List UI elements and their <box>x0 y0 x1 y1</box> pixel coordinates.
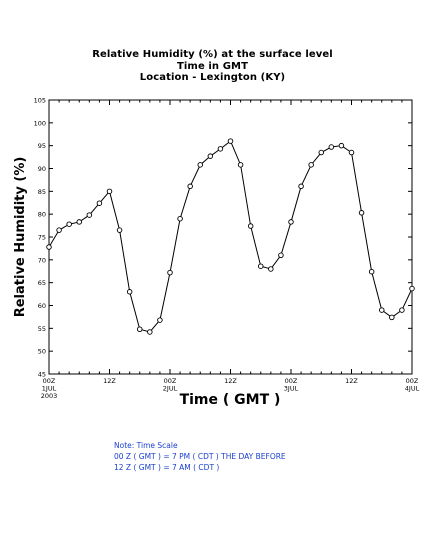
data-point <box>56 227 62 233</box>
data-point <box>106 188 113 195</box>
y-tick-label: 95 <box>38 142 46 150</box>
data-point <box>268 266 274 272</box>
data-point <box>167 269 173 276</box>
data-point <box>207 153 214 159</box>
data-point <box>66 221 72 227</box>
data-point <box>328 144 335 150</box>
y-tick-label: 70 <box>38 256 46 264</box>
data-point <box>278 252 284 259</box>
x-tick-label: 1JUL <box>42 385 57 393</box>
x-tick-label: 00Z <box>285 377 298 385</box>
data-point <box>46 244 52 250</box>
x-tick-label: 12Z <box>345 377 358 385</box>
x-tick-label: 12Z <box>224 377 237 385</box>
x-tick-label: 12Z <box>103 377 116 385</box>
note-line-3: 12 Z ( GMT ) = 7 AM ( CDT ) <box>114 463 220 472</box>
data-point <box>338 142 345 149</box>
data-point <box>197 162 203 168</box>
data-point <box>217 146 224 152</box>
data-point <box>368 268 375 275</box>
x-tick-label: 00Z <box>406 377 419 385</box>
data-point <box>399 307 405 313</box>
data-point <box>187 183 193 190</box>
data-point <box>288 219 294 225</box>
chart-title-line-1: Relative Humidity (%) at the surface lev… <box>92 49 333 60</box>
x-tick-label: 00Z <box>164 377 177 385</box>
chart-title-line-3: Location - Lexington (KY) <box>139 72 286 83</box>
x-axis-label: Time ( GMT ) <box>180 392 281 408</box>
x-tick-label: 00Z <box>43 377 56 385</box>
data-point <box>247 223 254 229</box>
x-tick-label: 3JUL <box>284 385 299 393</box>
data-point <box>147 329 153 335</box>
y-tick-label: 50 <box>38 348 46 356</box>
data-point <box>177 215 183 222</box>
data-point <box>358 210 365 216</box>
data-point <box>136 326 143 332</box>
data-point <box>96 200 103 206</box>
data-point <box>409 285 415 292</box>
x-tick-label: 2003 <box>41 392 58 400</box>
y-tick-label: 80 <box>38 211 46 219</box>
y-tick-label: 100 <box>34 119 46 127</box>
data-point <box>157 317 163 323</box>
x-tick-label: 4JUL <box>405 385 420 393</box>
data-point <box>76 219 82 225</box>
y-tick-label: 105 <box>34 97 46 105</box>
y-tick-label: 65 <box>38 279 46 287</box>
time-scale-note: Note: Time Scale 00 Z ( GMT ) = 7 PM ( C… <box>114 440 286 473</box>
note-line-1: Note: Time Scale <box>114 441 178 450</box>
data-point <box>227 138 234 144</box>
data-point <box>116 227 123 233</box>
data-point <box>86 212 93 218</box>
data-point <box>258 263 264 269</box>
y-axis: 45 50 55 60 65 70 75 80 85 90 95 100 105 <box>34 97 412 379</box>
y-axis-label: Relative Humidity (%) <box>13 157 28 318</box>
y-tick-label: 60 <box>38 302 46 310</box>
note-line-2: 00 Z ( GMT ) = 7 PM ( CDT ) THE DAY BEFO… <box>114 452 286 461</box>
y-tick-label: 85 <box>38 188 46 196</box>
y-tick-label: 75 <box>38 234 46 242</box>
data-point <box>348 149 355 156</box>
data-point <box>389 314 395 321</box>
data-point <box>237 162 244 168</box>
chart-title-line-2: Time in GMT <box>176 61 249 72</box>
humidity-series-line <box>48 140 413 333</box>
data-point <box>308 162 314 168</box>
data-point <box>318 149 325 156</box>
y-tick-label: 55 <box>38 325 46 333</box>
humidity-series-markers <box>46 138 415 335</box>
y-tick-label: 90 <box>38 165 46 173</box>
data-point <box>298 183 304 190</box>
data-point <box>126 289 133 295</box>
y-tick-label: 45 <box>38 371 46 379</box>
data-point <box>379 307 385 313</box>
x-tick-label: 2JUL <box>163 385 178 393</box>
